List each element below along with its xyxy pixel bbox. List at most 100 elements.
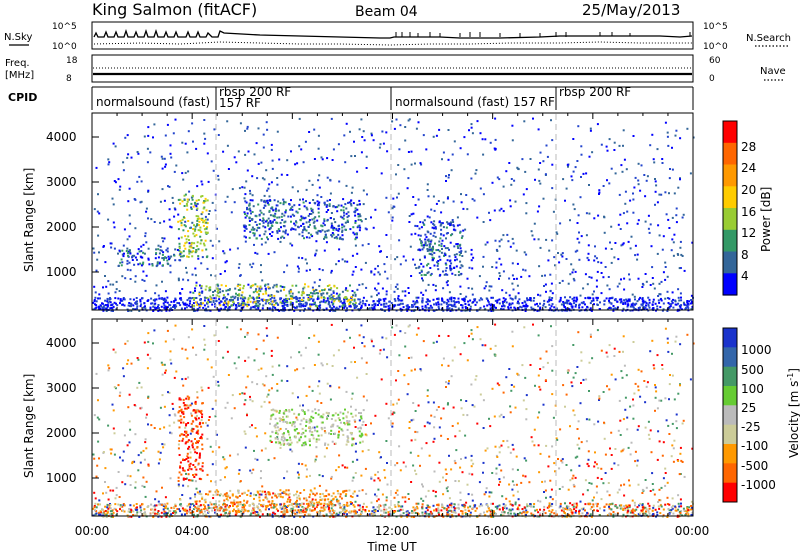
- scatter-point: [326, 363, 329, 366]
- scatter-point: [559, 222, 562, 225]
- scatter-point: [387, 305, 390, 308]
- scatter-point: [360, 268, 363, 271]
- scatter-point: [166, 250, 169, 253]
- scatter-point: [122, 244, 125, 247]
- scatter-point: [503, 299, 506, 302]
- scatter-point: [668, 512, 671, 515]
- scatter-point: [435, 249, 438, 252]
- scatter-point: [511, 298, 514, 301]
- scatter-point: [238, 289, 241, 291]
- scatter-point: [353, 291, 356, 294]
- frequency-panel: Freq. [MHz] 18 8 60 0 Nave: [5, 54, 786, 84]
- scatter-point: [315, 446, 318, 449]
- scatter-point: [593, 259, 596, 262]
- scatter-point: [567, 513, 570, 516]
- scatter-point: [451, 219, 454, 221]
- scatter-point: [600, 498, 603, 501]
- scatter-point: [257, 127, 260, 130]
- scatter-point: [324, 230, 327, 233]
- scatter-point: [486, 297, 489, 300]
- scatter-point: [284, 297, 287, 300]
- scatter-point: [385, 290, 388, 293]
- scatter-point: [425, 148, 428, 151]
- date-title: 25/May/2013: [582, 1, 680, 19]
- scatter-point: [270, 354, 273, 357]
- scatter-point: [404, 345, 407, 348]
- scatter-point: [185, 203, 188, 205]
- scatter-point: [621, 170, 624, 173]
- scatter-point: [247, 356, 250, 359]
- scatter-point: [255, 302, 258, 305]
- scatter-point: [644, 300, 647, 303]
- scatter-point: [238, 263, 241, 266]
- scatter-point: [539, 306, 542, 309]
- scatter-point: [122, 255, 125, 258]
- scatter-point: [153, 221, 156, 223]
- scatter-point: [247, 304, 250, 306]
- scatter-point: [376, 506, 379, 509]
- scatter-point: [173, 254, 176, 257]
- scatter-point: [336, 205, 339, 208]
- scatter-point: [652, 488, 655, 491]
- scatter-point: [126, 474, 129, 477]
- scatter-point: [433, 252, 436, 254]
- scatter-point: [204, 343, 207, 346]
- scatter-point: [490, 306, 493, 309]
- scatter-point: [608, 297, 611, 300]
- scatter-point: [649, 429, 652, 432]
- scatter-point: [488, 289, 491, 292]
- scatter-point: [428, 246, 431, 249]
- scatter-point: [466, 359, 469, 362]
- scatter-point: [565, 299, 568, 302]
- scatter-point: [337, 466, 340, 469]
- scatter-point: [123, 228, 126, 231]
- scatter-point: [432, 440, 435, 443]
- scatter-point: [161, 237, 164, 240]
- scatter-point: [455, 301, 458, 304]
- scatter-point: [177, 279, 180, 282]
- scatter-point: [450, 221, 452, 224]
- scatter-point: [256, 177, 259, 180]
- scatter-point: [302, 502, 305, 505]
- scatter-point: [580, 359, 583, 362]
- scatter-point: [174, 297, 177, 300]
- scatter-point: [326, 297, 329, 300]
- scatter-point: [360, 324, 363, 327]
- scatter-point: [325, 411, 328, 414]
- scatter-point: [362, 302, 365, 305]
- scatter-point: [289, 448, 292, 451]
- power-scatter-layer: [92, 117, 695, 312]
- scatter-point: [274, 208, 277, 211]
- scatter-point: [315, 240, 318, 243]
- scatter-point: [121, 249, 124, 252]
- scatter-point: [668, 509, 671, 512]
- scatter-point: [578, 447, 581, 450]
- scatter-point: [524, 269, 527, 272]
- scatter-point: [318, 174, 321, 177]
- scatter-point: [199, 298, 202, 301]
- scatter-point: [422, 134, 425, 137]
- scatter-point: [501, 495, 504, 498]
- scatter-point: [248, 294, 251, 297]
- scatter-point: [561, 485, 564, 488]
- scatter-point: [354, 211, 357, 214]
- scatter-point: [332, 148, 335, 151]
- scatter-point: [156, 511, 159, 514]
- scatter-point: [401, 302, 404, 305]
- scatter-point: [621, 376, 624, 379]
- scatter-point: [212, 291, 215, 293]
- scatter-point: [271, 303, 274, 306]
- freq-right-tick-bottom: 0: [709, 74, 715, 84]
- scatter-point: [142, 261, 145, 264]
- scatter-point: [308, 236, 311, 239]
- scatter-point: [446, 403, 449, 406]
- scatter-point: [690, 500, 693, 503]
- scatter-point: [571, 305, 574, 308]
- scatter-point: [117, 178, 120, 181]
- scatter-point: [432, 247, 434, 250]
- scatter-point: [206, 437, 209, 440]
- scatter-point: [112, 348, 115, 351]
- scatter-point: [686, 127, 689, 130]
- scatter-point: [490, 491, 493, 494]
- scatter-point: [256, 300, 259, 303]
